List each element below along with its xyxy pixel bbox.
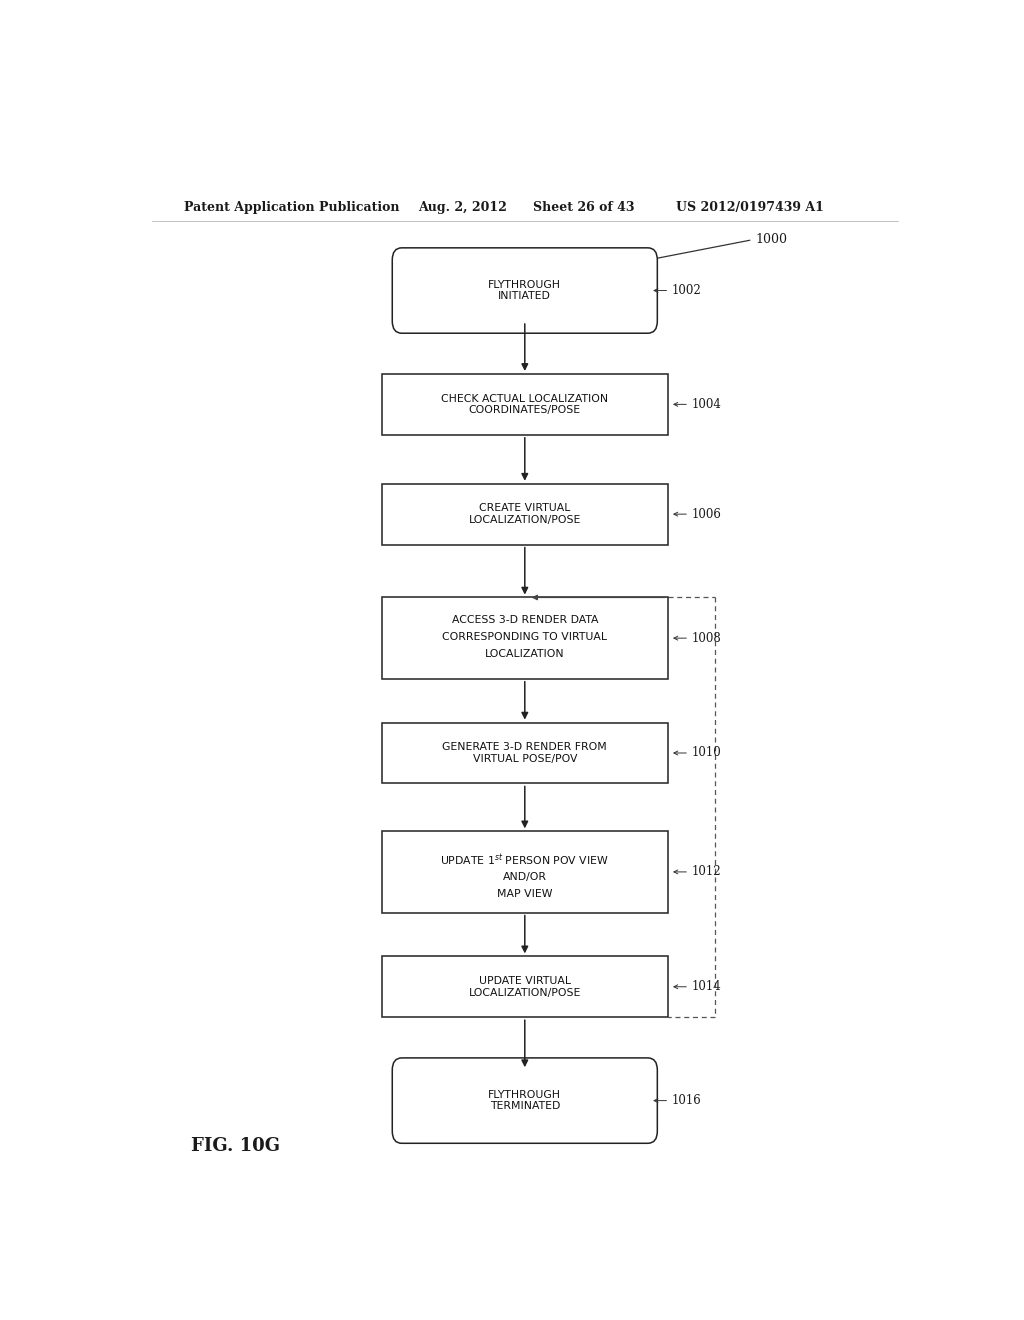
Text: Aug. 2, 2012: Aug. 2, 2012 [418, 201, 507, 214]
Text: US 2012/0197439 A1: US 2012/0197439 A1 [676, 201, 823, 214]
Text: ACCESS 3-D RENDER DATA: ACCESS 3-D RENDER DATA [452, 615, 598, 624]
Text: 1012: 1012 [691, 866, 721, 878]
Bar [382, 374, 668, 434]
FancyBboxPatch shape [392, 248, 657, 333]
Text: 1000: 1000 [755, 234, 787, 247]
Text: CREATE VIRTUAL
LOCALIZATION/POSE: CREATE VIRTUAL LOCALIZATION/POSE [469, 503, 581, 525]
Text: 1002: 1002 [672, 284, 701, 297]
Text: FLYTHROUGH
TERMINATED: FLYTHROUGH TERMINATED [488, 1090, 561, 1111]
Bar [382, 598, 668, 678]
Text: 1004: 1004 [691, 397, 721, 411]
Bar [382, 956, 668, 1018]
Text: FIG. 10G: FIG. 10G [191, 1138, 281, 1155]
Text: Patent Application Publication: Patent Application Publication [183, 201, 399, 214]
Text: Sheet 26 of 43: Sheet 26 of 43 [532, 201, 634, 214]
Text: LOCALIZATION: LOCALIZATION [485, 649, 564, 660]
Text: 1010: 1010 [691, 747, 721, 759]
Text: CORRESPONDING TO VIRTUAL: CORRESPONDING TO VIRTUAL [442, 632, 607, 642]
Bar [382, 722, 668, 784]
Text: AND/OR: AND/OR [503, 873, 547, 882]
Text: CHECK ACTUAL LOCALIZATION
COORDINATES/POSE: CHECK ACTUAL LOCALIZATION COORDINATES/PO… [441, 393, 608, 416]
Text: MAP VIEW: MAP VIEW [497, 890, 553, 899]
Text: FLYTHROUGH
INITIATED: FLYTHROUGH INITIATED [488, 280, 561, 301]
Text: 1006: 1006 [691, 508, 721, 520]
Text: UPDATE VIRTUAL
LOCALIZATION/POSE: UPDATE VIRTUAL LOCALIZATION/POSE [469, 975, 581, 998]
Bar [382, 483, 668, 545]
FancyBboxPatch shape [392, 1057, 657, 1143]
Text: 1016: 1016 [672, 1094, 701, 1107]
Text: UPDATE 1$^{st}$ PERSON POV VIEW: UPDATE 1$^{st}$ PERSON POV VIEW [440, 851, 609, 867]
Bar [382, 832, 668, 912]
Text: 1008: 1008 [691, 632, 721, 644]
Text: GENERATE 3-D RENDER FROM
VIRTUAL POSE/POV: GENERATE 3-D RENDER FROM VIRTUAL POSE/PO… [442, 742, 607, 764]
Text: 1014: 1014 [691, 981, 721, 993]
